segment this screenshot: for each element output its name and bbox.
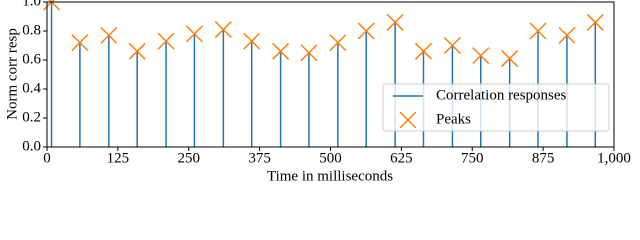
peak-cross [414,42,433,60]
peak-cross [272,42,290,60]
peak-cross [100,26,118,44]
peak-marker [100,26,118,44]
peak-cross [586,13,604,31]
peak-marker [443,36,461,55]
y-tick-label: 0.4 [22,80,41,96]
y-tick-label: 1.0 [22,0,41,9]
y-tick-label: 0.6 [22,51,41,67]
peak-marker [157,32,175,50]
peak-marker [329,34,347,52]
peak-cross [329,34,347,52]
peak-marker [501,50,519,68]
peak-cross [386,13,404,31]
x-tick-label: 0 [43,150,51,166]
peak-cross [501,50,519,68]
peak-cross [558,26,576,44]
peak-marker [71,34,89,52]
legend-label: Correlation responses [436,87,567,103]
peak-marker [357,22,375,40]
peak-cross [243,32,261,50]
peak-marker [386,13,404,31]
legend-label: Peaks [436,111,471,127]
peak-marker [214,21,232,39]
peak-cross [529,22,547,40]
x-tick-label: 1,000 [597,150,631,166]
peak-cross [185,25,203,43]
x-tick-label: 375 [248,150,271,166]
x-tick-label: 750 [461,150,484,166]
y-axis-label: Norm corr resp [4,28,20,120]
peak-marker [243,32,261,50]
y-tick-label: 0.8 [22,22,41,38]
chart: Norm corr resp Time in milliseconds 0.00… [4,0,631,184]
peak-cross [214,21,232,39]
peak-marker [529,22,547,40]
x-axis-label: Time in milliseconds [267,168,393,184]
x-tick-label: 875 [532,150,555,166]
peak-marker [300,44,318,62]
peak-cross [300,44,318,62]
legend-swatch [399,111,417,129]
plot-frame [46,1,615,148]
x-tick-label: 500 [319,150,342,166]
peak-marker [272,42,290,60]
peak-marker [472,47,490,65]
peak-marker [586,13,604,31]
peak-cross [357,22,375,40]
peak-cross [128,42,146,60]
x-tick-label: 625 [390,150,413,166]
x-tick-label: 250 [178,150,201,166]
x-tick-label: 125 [107,150,130,166]
peak-cross [472,47,490,65]
peak-marker [128,42,146,60]
y-tick-label: 0.0 [22,138,41,154]
peak-cross [443,36,461,55]
peak-cross [71,34,89,52]
y-tick-label: 0.2 [22,109,41,125]
peak-marker [414,42,433,60]
peak-marker [185,25,203,43]
peak-cross [157,32,175,50]
legend-box [382,83,610,132]
peak-marker [558,26,576,44]
